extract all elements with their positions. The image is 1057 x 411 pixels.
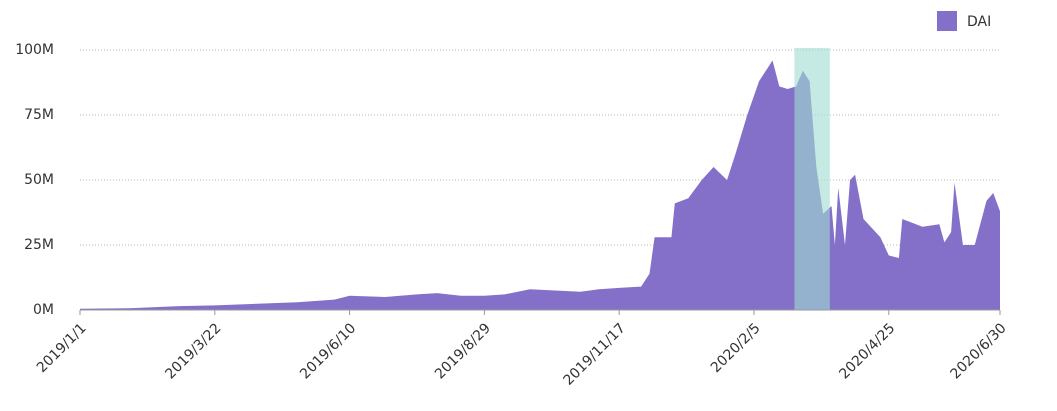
legend-label: DAI (967, 14, 991, 30)
x-tick-label: 2020/6/30 (948, 320, 1010, 382)
y-tick-label: 25M (24, 237, 54, 253)
y-tick-label: 100M (15, 42, 54, 58)
x-tick-label: 2020/2/5 (708, 320, 764, 376)
legend-swatch (937, 11, 957, 31)
x-tick-label: 2019/6/10 (297, 320, 359, 382)
y-tick-label: 75M (24, 107, 54, 123)
x-tick-label: 2019/11/17 (560, 320, 628, 388)
x-tick-label: 2019/8/29 (432, 320, 494, 382)
y-tick-label: 0M (33, 302, 54, 318)
highlight (794, 48, 830, 310)
x-tick-label: 2020/4/25 (836, 320, 898, 382)
x-tick-label: 2019/1/1 (34, 320, 90, 376)
area (80, 60, 1000, 311)
x-tick-label: 2019/3/22 (162, 320, 224, 382)
y-tick-label: 50M (24, 172, 54, 188)
